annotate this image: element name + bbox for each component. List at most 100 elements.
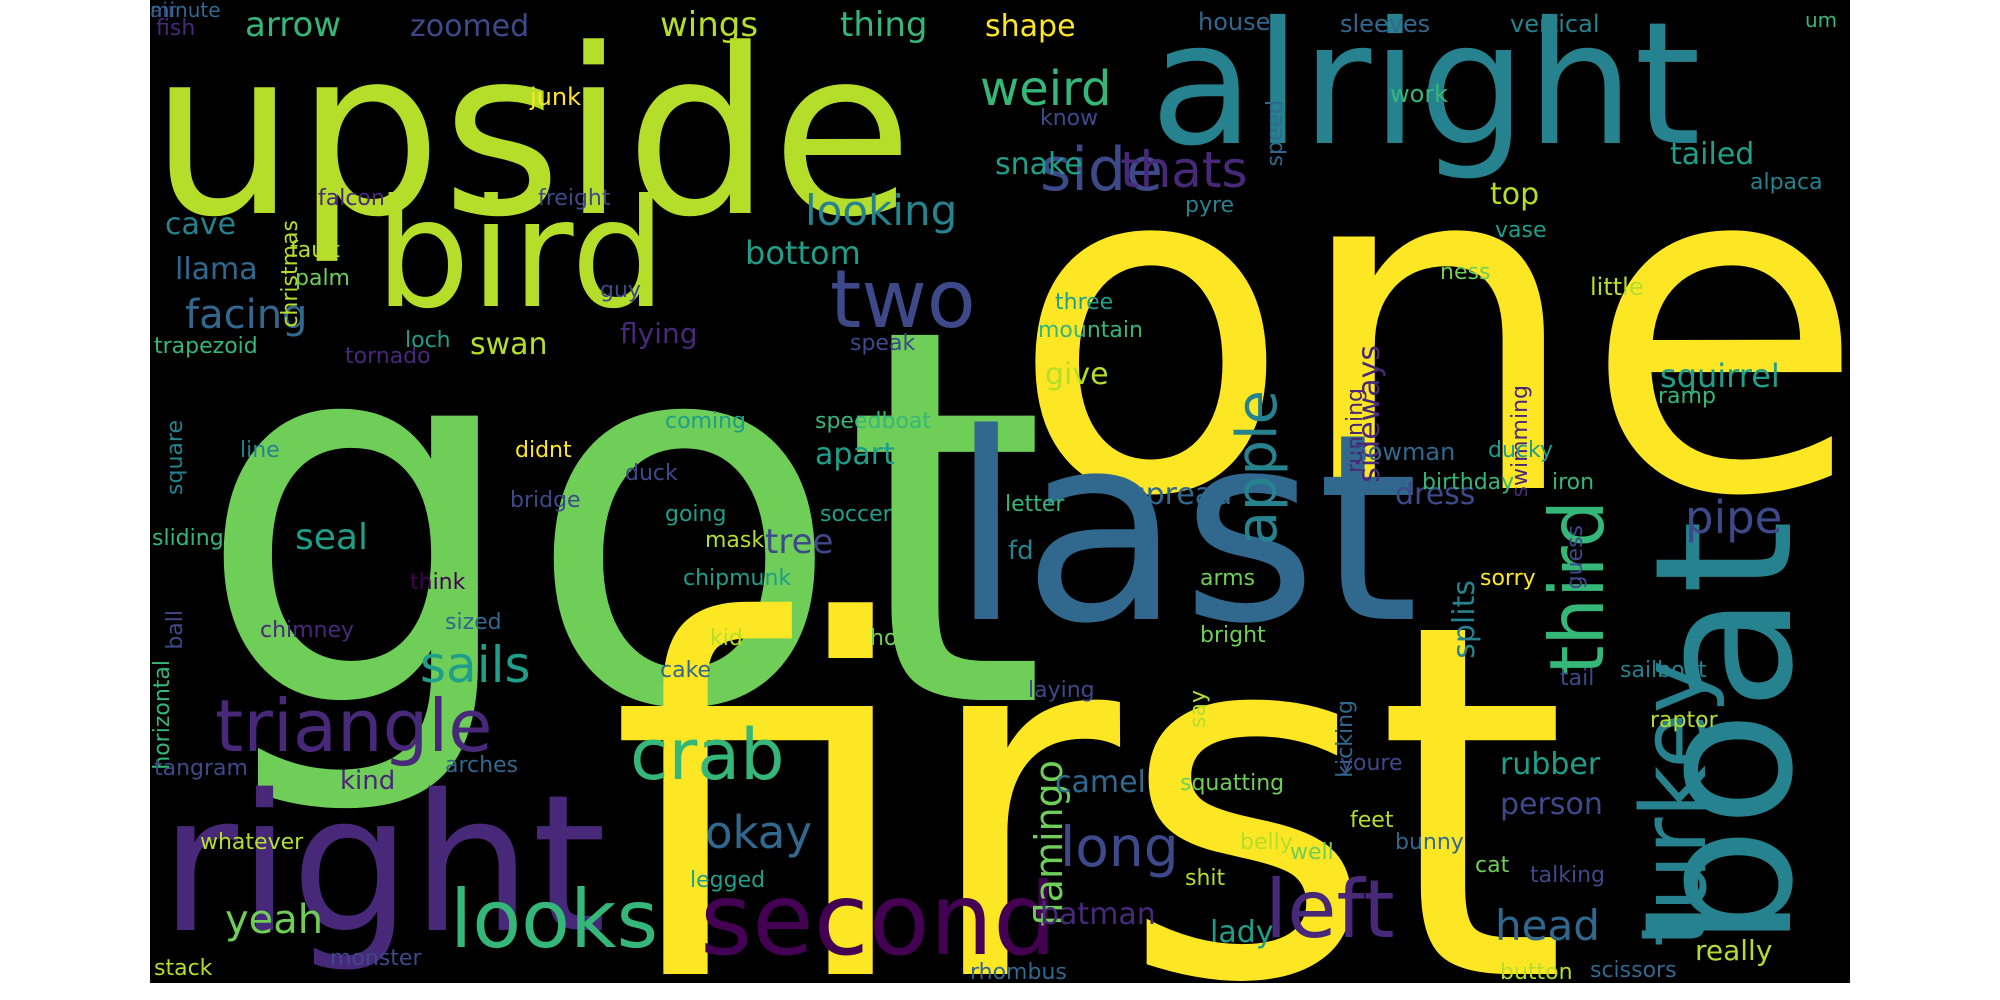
word-palm: palm <box>295 266 350 291</box>
word-thing: thing <box>840 5 928 45</box>
word-head: head <box>1495 901 1600 950</box>
word-youre: youre <box>1340 751 1403 776</box>
word-minute: minute <box>150 0 221 22</box>
word-fd: fd <box>1008 536 1034 566</box>
word-spread: spread <box>1130 477 1233 512</box>
word-left: left <box>1265 863 1395 956</box>
word-feet: feet <box>1350 808 1394 833</box>
word-zoomed: zoomed <box>410 9 530 44</box>
word-trapezoid: trapezoid <box>154 334 258 359</box>
word-guy: guy <box>600 278 641 303</box>
word-upside: upside <box>150 1 913 268</box>
word-give: give <box>1045 357 1109 392</box>
word-scissors: scissors <box>1590 958 1677 983</box>
word-didnt: didnt <box>515 438 572 463</box>
word-squirrel: squirrel <box>1660 357 1780 395</box>
word-chimney: chimney <box>260 618 355 643</box>
word-facing: facing <box>185 292 308 338</box>
word-say: say <box>1186 690 1211 728</box>
word-air: air <box>150 0 177 22</box>
word-last: last <box>950 379 1419 681</box>
word-right: right <box>160 754 607 975</box>
word-arches: arches <box>445 753 519 778</box>
word-batman: batman <box>1040 897 1156 932</box>
word-vertical: vertical <box>1510 10 1600 38</box>
word-sorry: sorry <box>1480 566 1536 591</box>
word-snake: snake <box>995 147 1083 182</box>
word-shit: shit <box>1185 866 1226 891</box>
word-speedboat: speedboat <box>815 409 931 434</box>
word-sliding: sliding <box>152 526 224 551</box>
word-wings: wings <box>660 5 759 45</box>
word-shape: shape <box>985 9 1076 44</box>
word-cave: cave <box>165 207 237 242</box>
word-bridge: bridge <box>510 488 581 513</box>
word-tail: tail <box>1560 666 1595 691</box>
word-button: button <box>1500 960 1573 984</box>
word-ball: ball <box>163 610 188 650</box>
word-vase: vase <box>1495 218 1547 243</box>
word-three: three <box>1055 290 1114 315</box>
word-squatting: squatting <box>1180 771 1285 796</box>
word-first: first <box>610 519 1568 984</box>
word-stack: stack <box>154 956 213 981</box>
word-monster: monster <box>330 946 422 971</box>
word-yeah: yeah <box>225 897 324 943</box>
word-cat: cat <box>1475 853 1510 878</box>
word-two: two <box>830 253 976 346</box>
word-second: second <box>700 861 1057 978</box>
word-long: long <box>1060 815 1179 879</box>
word-rubber: rubber <box>1500 747 1601 782</box>
word-bunny: bunny <box>1395 830 1464 855</box>
word-square: square <box>163 420 188 495</box>
word-seal: seal <box>295 517 368 558</box>
word-ramp: ramp <box>1658 384 1716 409</box>
word-arms: arms <box>1200 566 1256 591</box>
word-rhombus: rhombus <box>970 960 1067 984</box>
word-um: um <box>1805 8 1838 32</box>
word-alright: alright <box>1150 0 1701 184</box>
word-swan: swan <box>470 327 548 362</box>
word-speak: speak <box>850 331 916 356</box>
word-thats: thats <box>1120 141 1248 199</box>
word-bright: bright <box>1200 623 1266 648</box>
word-triangle: triangle <box>215 684 493 768</box>
word-bird: bird <box>375 168 667 342</box>
word-tornado: tornado <box>345 344 431 369</box>
word-soccer: soccer <box>820 502 892 527</box>
word-bottom: bottom <box>745 234 861 272</box>
word-fish: fish <box>156 16 196 41</box>
word-cake: cake <box>660 658 712 683</box>
word-sails: sails <box>420 636 531 694</box>
word-well: well <box>1290 840 1334 865</box>
word-house: house <box>1198 8 1271 36</box>
word-sized: sized <box>445 610 502 635</box>
word-speed: speed <box>1263 100 1288 167</box>
word-letter: letter <box>1005 492 1065 517</box>
word-birthday: birthday <box>1422 470 1515 495</box>
word-know: know <box>1040 106 1099 131</box>
word-person: person <box>1500 787 1603 822</box>
word-pipe: pipe <box>1685 491 1783 544</box>
word-pyre: pyre <box>1185 193 1235 218</box>
word-side: side <box>1040 135 1163 205</box>
word-legged: legged <box>690 868 766 893</box>
word-going: going <box>665 502 727 527</box>
word-mask: mask <box>705 528 765 553</box>
word-one: one <box>1010 62 1850 597</box>
word-freight: freight <box>538 186 611 211</box>
word-belly: belly <box>1240 830 1293 855</box>
word-alpaca: alpaca <box>1750 170 1823 195</box>
word-fault: fault <box>290 238 340 263</box>
word-llama: llama <box>175 252 258 287</box>
word-splits: splits <box>1447 580 1482 659</box>
word-raptor: raptor <box>1650 708 1718 733</box>
word-work: work <box>1390 80 1449 108</box>
word-laying: laying <box>1028 678 1095 703</box>
word-flying: flying <box>620 317 698 350</box>
word-weird: weird <box>980 61 1112 117</box>
word-whatever: whatever <box>200 830 304 855</box>
word-snowman: snowman <box>1340 438 1456 466</box>
word-dress: dress <box>1395 477 1476 512</box>
word-ducky: ducky <box>1488 438 1553 463</box>
